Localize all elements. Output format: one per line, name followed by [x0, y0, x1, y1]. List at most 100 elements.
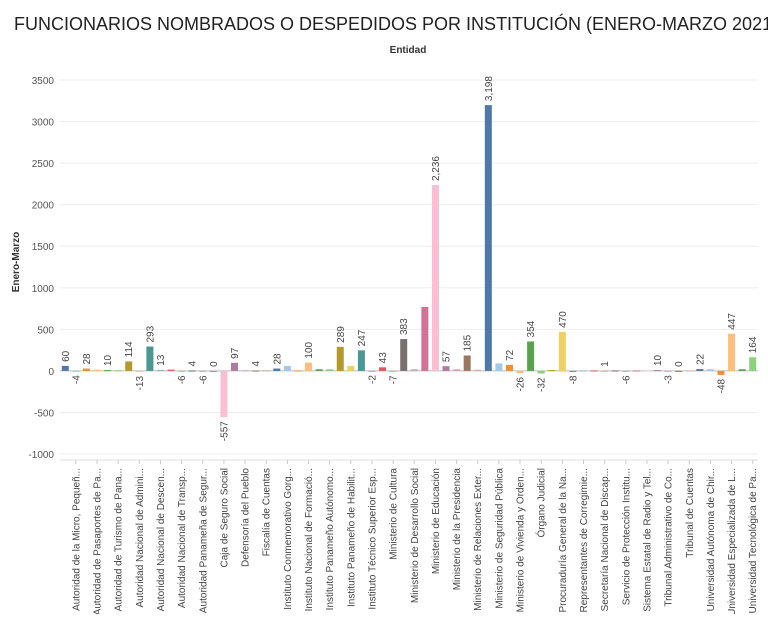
bar — [379, 367, 387, 371]
bar — [421, 306, 429, 371]
x-tick-label: Tribunal de Cuentas — [685, 468, 696, 558]
value-label: -2 — [367, 375, 378, 384]
y-axis-title: Enero-Marzo — [11, 232, 22, 293]
value-label: 447 — [727, 313, 738, 330]
bar — [463, 355, 471, 371]
bar — [294, 370, 302, 372]
value-label: 3,198 — [484, 76, 495, 101]
value-label: -32 — [537, 377, 548, 392]
x-tick-label: Ministerio de Educación — [431, 468, 442, 574]
bar — [114, 370, 122, 372]
y-tick-label: 3000 — [32, 118, 55, 129]
bar — [749, 357, 757, 371]
y-tick-label: -500 — [34, 408, 54, 419]
x-tick-label: Instituto Panameño de Habilit... — [346, 468, 357, 607]
value-label: 97 — [230, 347, 241, 359]
bar — [453, 369, 461, 371]
value-label: -4 — [71, 375, 82, 384]
value-label: 57 — [442, 351, 453, 363]
value-label: 247 — [357, 329, 368, 346]
bar — [262, 370, 270, 372]
x-tick-label: Ministerio de Cultura — [389, 468, 400, 560]
value-label: -13 — [135, 376, 146, 391]
bar — [389, 370, 397, 372]
bar — [72, 370, 80, 372]
bar — [685, 370, 693, 372]
x-tick-label: Ministerio de Seguridad Pública — [494, 468, 505, 609]
x-tick-label: Instituto Panameño Autónomo... — [325, 468, 336, 610]
value-label: 0 — [674, 361, 685, 367]
x-tick-label: Autoridad de Turismo de Pana... — [114, 468, 125, 611]
y-tick-label: 0 — [48, 367, 54, 378]
bar — [305, 362, 313, 371]
bar — [654, 370, 662, 372]
bar — [241, 370, 249, 372]
bar — [622, 370, 630, 372]
bar — [601, 370, 609, 372]
value-label: 28 — [272, 353, 283, 365]
value-label: -8 — [568, 375, 579, 384]
value-label: 383 — [399, 318, 410, 335]
x-tick-label: Ministerio de la Presidencia — [452, 468, 463, 591]
bar — [156, 369, 164, 371]
x-tick-label: Sistema Estatal de Radio y Tel... — [642, 468, 653, 612]
bar — [410, 369, 418, 371]
bar — [505, 364, 513, 371]
bar — [178, 370, 186, 372]
x-tick-label: Representantes de Corregimie... — [579, 468, 590, 613]
value-label: -26 — [516, 377, 527, 392]
value-label: 0 — [209, 361, 220, 367]
bar — [252, 370, 260, 372]
x-tick-label: Procuraduría General de la Na... — [558, 468, 569, 613]
x-tick-label: Universidad Tecnológica de Pa... — [748, 468, 759, 613]
bar — [580, 370, 587, 372]
x-tick-label: Universidad Especializada de L... — [727, 468, 738, 614]
value-label: 100 — [304, 341, 315, 358]
x-tick-label: Autoridad Nacional de Transp... — [177, 468, 188, 608]
x-tick-label: Autoridad Panameña de Segur... — [198, 468, 209, 613]
value-label: 10 — [103, 354, 114, 366]
y-tick-label: 2500 — [32, 159, 55, 170]
bar — [326, 369, 334, 371]
bar — [125, 361, 133, 371]
bar — [220, 370, 228, 418]
bar — [167, 369, 175, 371]
value-label: 43 — [378, 352, 389, 364]
bar — [675, 370, 683, 372]
value-label: 22 — [695, 353, 706, 365]
bar — [632, 370, 640, 372]
x-tick-label: Ministerio de Vivienda y Orden... — [516, 468, 527, 612]
bar — [558, 331, 566, 371]
bar — [537, 370, 545, 374]
value-label: 470 — [558, 311, 569, 328]
bar — [347, 365, 355, 371]
bar — [188, 370, 196, 372]
x-tick-label: Ministerio de Relaciones Exter... — [473, 468, 484, 611]
value-label: 4 — [251, 361, 262, 367]
x-tick-label: Secretaría Nacional de Discap... — [600, 468, 611, 611]
y-tick-label: 1000 — [32, 284, 55, 295]
x-tick-label: Instituto Conmemorativo Gorg... — [283, 468, 294, 610]
x-tick-label: Instituto Técnico Superior Esp... — [367, 468, 378, 610]
bar — [199, 370, 207, 372]
value-label: -557 — [219, 421, 230, 441]
value-label: 72 — [505, 349, 516, 361]
x-tick-label: Autoridad Nacional de Admini... — [135, 468, 146, 608]
bar — [590, 370, 598, 372]
value-label: 185 — [463, 334, 474, 351]
bar — [336, 346, 344, 371]
x-axis-title: Entidad — [390, 45, 427, 56]
x-tick-label: Instituto Nacional de Formació... — [304, 468, 315, 611]
bar — [146, 346, 154, 371]
x-tick-label: Órgano Judicial — [535, 468, 548, 537]
y-tick-label: 2000 — [32, 201, 55, 212]
bar — [696, 369, 704, 371]
bar — [273, 368, 281, 371]
bar — [495, 363, 503, 371]
x-tick-label: Defensoría del Pueblo — [241, 468, 252, 567]
x-tick-label: Universidad Autónoma de Chir... — [706, 468, 717, 611]
bar — [527, 341, 535, 371]
y-tick-label: 1500 — [32, 242, 55, 253]
x-tick-label: Autoridad Nacional de Descen... — [156, 468, 167, 611]
